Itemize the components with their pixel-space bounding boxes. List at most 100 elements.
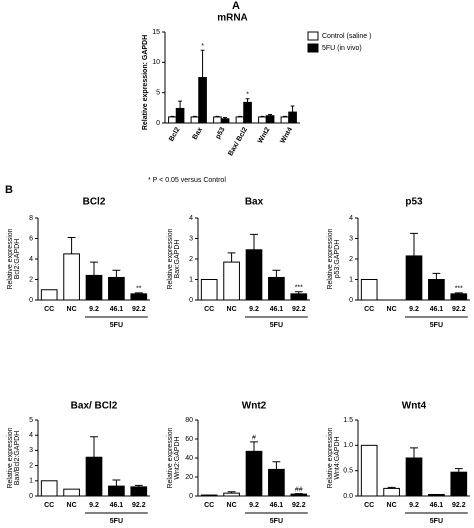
y-tick-label: 10	[152, 59, 160, 66]
y-axis-label: Relative expression	[327, 427, 334, 488]
bar	[383, 487, 400, 497]
y-tick-label: 0	[29, 493, 33, 500]
y-tick-label: 2	[29, 462, 33, 469]
y-axis-label: Bax:GAPDH	[174, 240, 181, 279]
bar	[235, 116, 245, 124]
bar	[223, 492, 240, 497]
bar	[85, 274, 103, 301]
y-tick-label: 4	[349, 215, 353, 222]
x-tick-label: NC	[387, 502, 397, 509]
y-tick-label: 80	[185, 417, 193, 424]
y-tick-label: 0.5	[343, 468, 353, 475]
y-axis-label: Relative expression	[327, 228, 334, 289]
error-bar	[283, 115, 287, 117]
chart-title: Wnt4	[402, 401, 427, 412]
bar	[290, 493, 308, 497]
x-tick-label: NC	[227, 502, 237, 509]
error-bar	[454, 468, 463, 473]
bar	[130, 293, 148, 301]
error-bar	[90, 436, 98, 458]
significance-label: **	[136, 286, 142, 293]
legend-label: 5FU (in vivo)	[322, 45, 362, 52]
y-axis-label: Wnt4:GAPDH	[334, 436, 341, 479]
bar	[168, 116, 177, 124]
y-tick-label: 2	[349, 256, 353, 263]
y-tick-label: 4	[29, 256, 33, 263]
x-tick-label: NC	[67, 306, 77, 313]
y-axis-label: Relative expression	[167, 228, 174, 289]
x-tick-label: 92.2	[452, 502, 466, 509]
x-tick-label: 46.1	[270, 502, 284, 509]
y-tick-label: 60	[185, 436, 193, 443]
y-tick-label: 15	[152, 29, 160, 36]
footnote: * P < 0.05 versus Control	[148, 177, 226, 184]
x-tick-label: p53	[214, 126, 226, 140]
y-tick-label: 0	[349, 297, 353, 304]
y-tick-label: 0	[29, 297, 33, 304]
x-tick-label: 92.2	[292, 306, 306, 313]
error-bar	[250, 441, 258, 452]
bar	[130, 486, 148, 497]
error-bar	[200, 49, 205, 78]
bar	[268, 468, 285, 497]
x-tick-label: 9.2	[89, 502, 99, 509]
group-label: 5FU	[430, 322, 443, 329]
x-tick-label: NC	[387, 306, 397, 313]
chart-title: BCl2	[83, 197, 106, 208]
bar	[450, 471, 468, 497]
x-tick-label: Bcl2	[168, 126, 182, 142]
bar	[243, 101, 252, 124]
bar	[405, 255, 423, 301]
bar	[223, 261, 240, 301]
x-tick-label: NC	[67, 502, 77, 509]
y-tick-label: 4	[29, 432, 33, 439]
bar	[268, 276, 285, 301]
significance-label: ***	[295, 285, 303, 292]
panel-label: A	[232, 0, 240, 12]
bar	[360, 444, 378, 497]
bar	[85, 456, 103, 497]
bar	[245, 249, 263, 301]
bar	[190, 116, 200, 124]
bar	[265, 115, 275, 124]
x-tick-label: 46.1	[430, 502, 444, 509]
error-bar	[90, 261, 98, 276]
x-tick-label: CC	[44, 306, 54, 313]
y-tick-label: 8	[29, 215, 33, 222]
y-tick-label: 20	[185, 474, 193, 481]
x-tick-label: 46.1	[270, 306, 284, 313]
y-tick-label: 2	[29, 276, 33, 283]
error-bar	[178, 100, 182, 109]
y-tick-label: 0	[189, 493, 193, 500]
bar	[40, 480, 58, 497]
bar	[245, 450, 263, 497]
y-tick-label: 0	[156, 120, 160, 127]
x-tick-label: Bax	[192, 126, 205, 141]
error-bar	[238, 115, 242, 117]
error-bar	[454, 292, 463, 294]
bar	[428, 279, 445, 301]
bar	[40, 289, 58, 301]
x-tick-label: NC	[227, 306, 237, 313]
error-bar	[245, 98, 250, 103]
error-bar	[432, 272, 441, 280]
group-label: 5FU	[110, 518, 123, 525]
x-tick-label: CC	[44, 502, 54, 509]
error-bar	[268, 114, 272, 116]
y-axis-label: Relative expression: GAPDH	[142, 35, 149, 130]
y-axis-label: Relative expression	[7, 427, 14, 488]
error-bar	[290, 105, 295, 113]
y-tick-label: 5	[29, 417, 33, 424]
y-tick-label: 2	[189, 256, 193, 263]
y-tick-label: 1	[29, 478, 33, 485]
y-axis-label: Bax/Bcl2:GAPDH	[14, 431, 21, 485]
legend-label: Control (saline )	[322, 33, 371, 40]
error-bar	[227, 252, 236, 263]
x-tick-label: 46.1	[110, 306, 124, 313]
error-bar	[223, 117, 227, 119]
chart-title: Bax/ BCl2	[71, 401, 118, 412]
bar	[360, 279, 378, 301]
error-bar	[134, 484, 143, 487]
y-tick-label: 5	[156, 90, 160, 97]
x-tick-label: 92.2	[452, 306, 466, 313]
